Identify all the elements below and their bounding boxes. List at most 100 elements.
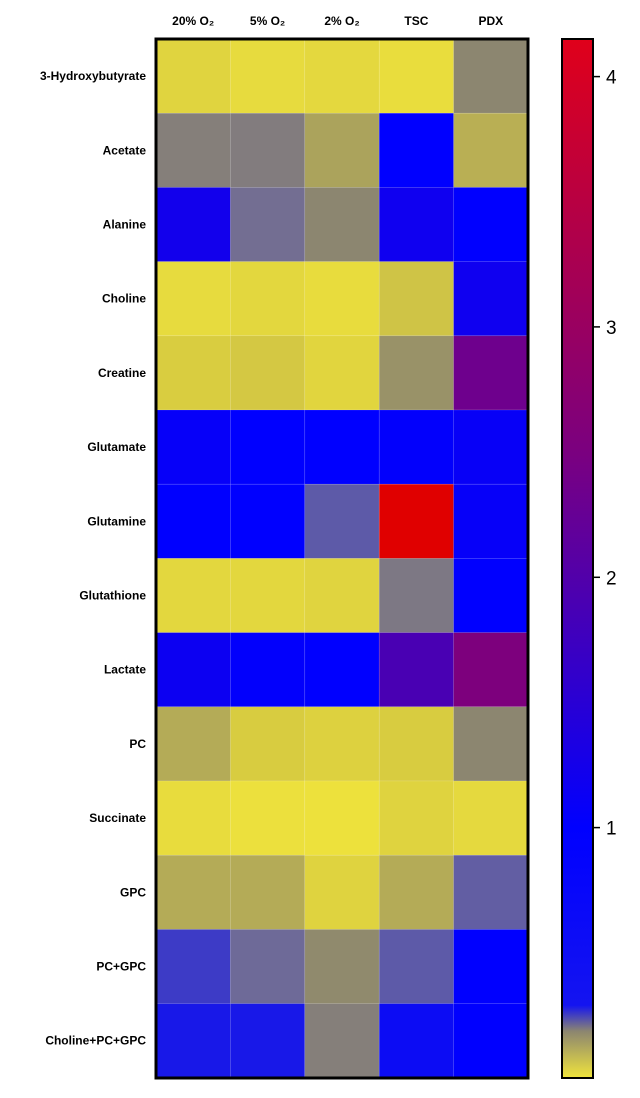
heatmap-cell [378,261,454,337]
heatmap-cell [453,780,529,856]
heatmap-cell [453,706,529,782]
heatmap-cell [155,1003,231,1079]
heatmap-cell [304,706,380,782]
heatmap-cell [155,632,231,708]
heatmap-cell [453,854,529,930]
heatmap-cell [230,261,306,337]
heatmap-cell [304,558,380,633]
heatmap-cell [230,632,306,708]
heatmap-cell [453,929,529,1004]
heatmap-cell [453,187,529,262]
heatmap-cell [304,854,380,930]
heatmap-cell [230,112,306,188]
heatmap-cell [155,38,231,114]
heatmap-cell [378,706,454,782]
heatmap-cell [304,409,380,485]
heatmap-cell [453,483,529,559]
colorbar-tick-label: 1 [606,819,617,840]
row-label: PC+GPC [96,960,146,974]
row-label: GPC [120,885,146,899]
heatmap-cell [378,854,454,930]
row-label: Lactate [104,663,146,677]
row-label: Creatine [98,366,146,380]
row-label: Choline+PC+GPC [45,1034,146,1048]
heatmap-cell [453,632,529,708]
heatmap-cell [453,1003,529,1079]
heatmap-cell [155,483,231,559]
heatmap-cell [304,483,380,559]
heatmap-cell [304,261,380,337]
heatmap-cell [378,780,454,856]
heatmap-cell [378,335,454,411]
colorbar-ticks: 1 2 3 4 [593,68,617,840]
row-label: Glutamine [87,514,146,528]
heatmap-cell [155,187,231,262]
heatmap-cell [378,632,454,708]
heatmap-cell [453,409,529,485]
heatmap-cells [155,38,529,1079]
heatmap-cell [453,38,529,114]
heatmap-cell [230,335,306,411]
row-label: Glutathione [79,589,146,603]
heatmap-cell [304,1003,380,1079]
row-label: Choline [102,292,146,306]
heatmap-cell [230,483,306,559]
heatmap-cell [155,854,231,930]
heatmap-cell [155,780,231,856]
heatmap-cell [378,38,454,114]
heatmap-cell [230,706,306,782]
heatmap-cell [378,409,454,485]
heatmap-cell [230,38,306,114]
heatmap-cell [155,929,231,1004]
column-label: TSC [404,14,428,28]
heatmap-cell [230,558,306,633]
heatmap-cell [230,929,306,1004]
heatmap-cell [155,409,231,485]
row-label: Acetate [103,143,147,157]
heatmap-cell [378,558,454,633]
heatmap-cell [155,706,231,782]
heatmap-cell [230,1003,306,1079]
colorbar-tick-label: 4 [606,68,617,89]
heatmap-cell [378,187,454,262]
row-label: PC [129,737,146,751]
row-label: 3-Hydroxybutyrate [40,69,146,83]
heatmap-cell [304,780,380,856]
row-label: Succinate [89,811,146,825]
heatmap-cell [155,558,231,633]
heatmap-cell [230,854,306,930]
heatmap-cell [304,112,380,188]
colorbar-gradient [561,38,594,1079]
heatmap-cell [453,558,529,633]
heatmap-cell [304,38,380,114]
heatmap-cell [378,1003,454,1079]
heatmap-cell [453,112,529,188]
heatmap-cell [155,335,231,411]
column-label: 2% O₂ [324,14,359,28]
heatmap-cell [230,187,306,262]
row-label: Glutamate [87,440,146,454]
heatmap-cell [378,929,454,1004]
column-label: 5% O₂ [250,14,285,28]
colorbar [561,38,594,1079]
column-label: 20% O₂ [172,14,214,28]
heatmap-cell [453,335,529,411]
heatmap-cell [304,187,380,262]
colorbar-tick-label: 2 [606,568,617,589]
heatmap-cell [304,335,380,411]
heatmap-cell [378,112,454,188]
column-labels: 20% O₂ 5% O₂ 2% O₂ TSC PDX [172,14,503,28]
row-label: Alanine [103,218,147,232]
heatmap-cell [155,261,231,337]
heatmap-cell [230,780,306,856]
heatmap-cell [230,409,306,485]
row-labels: 3-Hydroxybutyrate Acetate Alanine Choline Cr… [40,69,146,1048]
heatmap-cell [304,632,380,708]
heatmap-cell [378,483,454,559]
column-label: PDX [478,14,503,28]
heatmap-cell [453,261,529,337]
heatmap-cell [304,929,380,1004]
heatmap-cell [155,112,231,188]
heatmap-frame [154,37,530,1080]
